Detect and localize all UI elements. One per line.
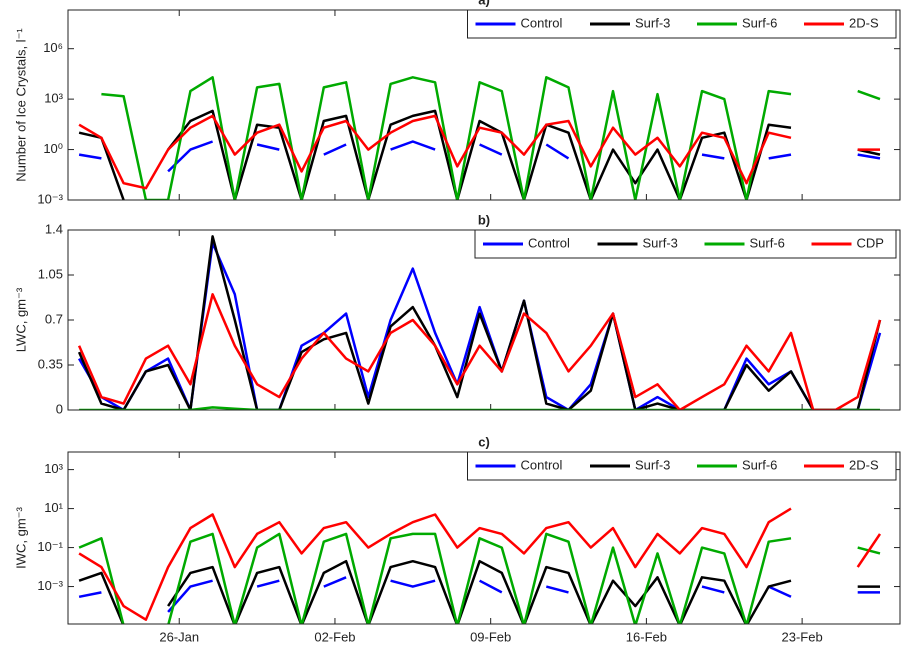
legend-label: Surf-3 [635, 15, 670, 30]
legend-label: Surf-3 [643, 235, 678, 250]
y-tick-label: 10³ [44, 91, 63, 106]
panel-title: b) [478, 212, 490, 227]
x-tick-label: 02-Feb [314, 629, 355, 644]
y-axis-label: Number of Ice Crystals, l⁻¹ [13, 28, 28, 182]
series-line [101, 76, 881, 200]
plot-area [78, 507, 882, 624]
legend-label: Surf-6 [742, 15, 777, 30]
legend-label: Control [521, 457, 563, 472]
y-tick-label: 10⁻¹ [37, 539, 63, 554]
y-tick-label: 10¹ [44, 500, 63, 515]
x-tick-label: 09-Feb [470, 629, 511, 644]
plot-area [78, 76, 881, 200]
x-tick-label: 16-Feb [626, 629, 667, 644]
y-tick-label: 0.7 [45, 311, 63, 326]
y-tick-label: 10⁻³ [37, 191, 63, 206]
series-line [78, 114, 880, 190]
legend-label: 2D-S [849, 15, 879, 30]
legend-label: Surf-6 [750, 235, 785, 250]
series-line [78, 576, 880, 613]
series-line [78, 241, 882, 410]
legend-label: Surf-3 [635, 457, 670, 472]
series-line [79, 406, 880, 410]
series-line [78, 559, 880, 624]
panel-title: a) [478, 0, 490, 7]
panel-title: c) [478, 434, 490, 449]
series-line [78, 140, 881, 173]
y-tick-label: 10⁶ [43, 40, 63, 55]
series-line [77, 235, 882, 410]
y-tick-label: 1.4 [45, 221, 63, 236]
y-tick-label: 0.35 [38, 356, 63, 371]
y-tick-label: 10⁰ [43, 141, 63, 156]
y-tick-label: 1.05 [38, 266, 63, 281]
legend-label: Control [521, 15, 563, 30]
x-tick-label: 26-Jan [159, 629, 199, 644]
y-axis-label: LWC, gm⁻³ [13, 287, 28, 352]
series-line [77, 293, 882, 410]
series-line [78, 507, 882, 621]
plot-area [77, 235, 882, 410]
legend-label: Surf-6 [742, 457, 777, 472]
y-axis-label: IWC, gm⁻³ [13, 506, 28, 568]
y-tick-label: 10⁻³ [37, 578, 63, 593]
legend-label: CDP [857, 235, 884, 250]
series-line [78, 532, 881, 624]
legend-box [467, 9, 897, 39]
legend-label: Control [528, 235, 570, 250]
y-tick-label: 0 [56, 401, 63, 416]
legend-label: 2D-S [849, 457, 879, 472]
y-tick-label: 10³ [44, 461, 63, 476]
x-tick-label: 23-Feb [782, 629, 823, 644]
